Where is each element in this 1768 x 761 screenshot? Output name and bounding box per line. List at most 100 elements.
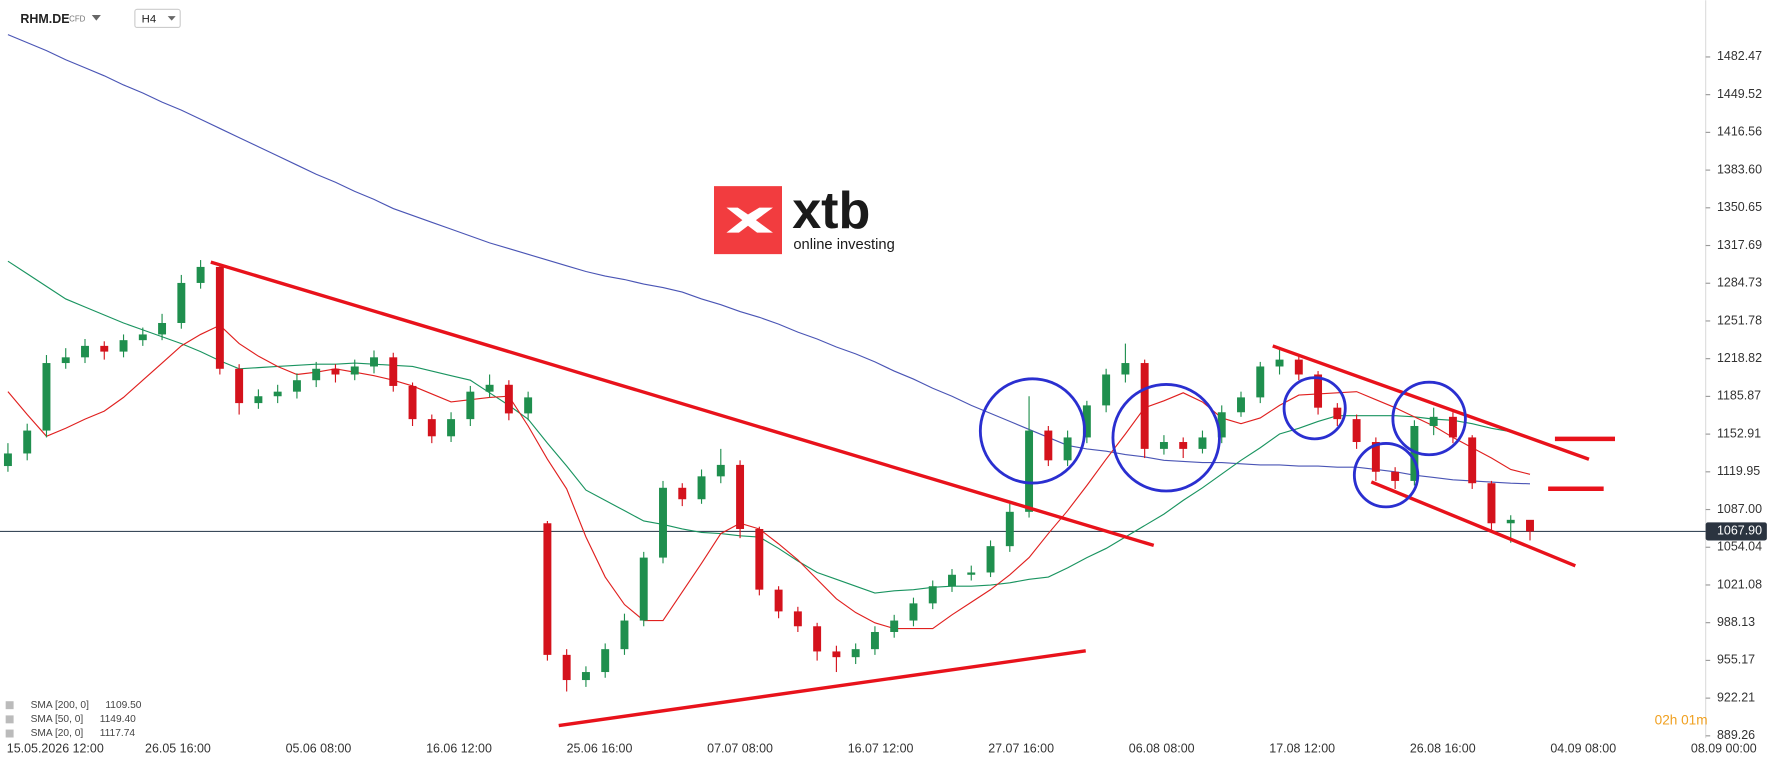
- candle-body: [832, 651, 841, 658]
- candle-body: [504, 384, 513, 414]
- candle-body: [485, 384, 494, 392]
- x-tick-label: 26.08 16:00: [1410, 742, 1476, 756]
- y-tick-label: 1021.08: [1717, 577, 1762, 591]
- candle-body: [736, 464, 745, 529]
- candle-body: [620, 620, 629, 650]
- bar-timer: 02h 01m: [1655, 713, 1708, 728]
- x-tick-label: 17.08 12:00: [1269, 742, 1335, 756]
- y-tick-label: 922.21: [1717, 690, 1755, 704]
- legend-value: 1149.40: [100, 714, 136, 725]
- logo-tagline: online investing: [793, 237, 894, 253]
- highlight-circle: [978, 377, 1087, 485]
- x-tick-label: 06.08 08:00: [1129, 742, 1195, 756]
- x-tick-label: 27.07 16:00: [988, 742, 1054, 756]
- candle-body: [1314, 374, 1323, 408]
- candle-body: [813, 626, 822, 652]
- header: RHM.DE CFD H4: [20, 8, 181, 29]
- y-tick-label: 1416.56: [1717, 125, 1762, 139]
- highlight-circle: [1111, 383, 1221, 493]
- legend-value: 1117.74: [100, 728, 136, 739]
- y-tick-label: 1087.00: [1717, 502, 1762, 516]
- y-tick-label: 1383.60: [1717, 162, 1762, 176]
- candle-body: [1044, 430, 1053, 461]
- legend-icon: [5, 701, 14, 710]
- candle-body: [177, 282, 186, 323]
- candle-body: [562, 654, 571, 681]
- logo: xtb online investing: [714, 182, 895, 255]
- highlight-circle: [1391, 380, 1467, 457]
- sma-line: [7, 260, 1531, 594]
- symbol-dropdown[interactable]: [91, 15, 101, 21]
- legend-name: SMA [50, 0]: [31, 714, 84, 725]
- candle-body: [158, 322, 167, 335]
- highlight-circle: [1282, 376, 1347, 441]
- candle-body: [273, 391, 282, 397]
- candle-body: [1256, 366, 1265, 398]
- y-tick-label: 955.17: [1717, 653, 1755, 667]
- candle-body: [1468, 437, 1477, 484]
- candle-body: [312, 368, 321, 381]
- candle-body: [1275, 359, 1284, 367]
- candle-body: [370, 357, 378, 367]
- instrument-type: CFD: [69, 15, 86, 24]
- candle-body: [1121, 363, 1130, 375]
- candle-body: [389, 357, 398, 386]
- timeframe-dropdown[interactable]: [167, 16, 176, 21]
- candle-body: [659, 487, 667, 558]
- x-tick-label: 07.07 08:00: [707, 742, 773, 756]
- highlight-circle: [1352, 441, 1420, 509]
- candle-body: [890, 620, 899, 632]
- candle-body: [1159, 442, 1168, 449]
- candle-body: [928, 586, 937, 604]
- candle-body: [697, 476, 706, 500]
- last-price-label: 1067.90: [1717, 524, 1762, 538]
- candle-body: [1391, 471, 1400, 481]
- candle-body: [524, 397, 533, 414]
- candle-body: [581, 672, 590, 681]
- legend-icon: [5, 715, 14, 724]
- candle-body: [1352, 419, 1361, 443]
- last-price-tag: [1705, 522, 1767, 541]
- y-tick-label: 1284.73: [1717, 276, 1762, 290]
- candle-body: [986, 546, 995, 573]
- candle-body: [23, 430, 32, 454]
- candle-body: [447, 419, 456, 437]
- candle-body: [235, 368, 244, 404]
- candle-body: [292, 380, 301, 392]
- candle-body: [1333, 407, 1342, 420]
- trend-line: [1272, 344, 1590, 461]
- candle-body: [678, 487, 687, 500]
- candle-body: [1179, 442, 1188, 449]
- timeframe-box[interactable]: [134, 8, 181, 29]
- candle-body: [774, 589, 783, 612]
- legend: SMA [200, 0] 1109.50 SMA [50, 0] 1149.40 SMA…: [5, 700, 142, 739]
- x-tick-label: 16.07 12:00: [848, 742, 914, 756]
- symbol[interactable]: RHM.DE: [20, 12, 69, 26]
- trend-line: [1370, 480, 1576, 568]
- candle-body: [138, 334, 147, 341]
- x-tick-label: 26.05 16:00: [145, 742, 211, 756]
- y-tick-label: 1119.95: [1717, 464, 1760, 478]
- timeframe[interactable]: H4: [142, 14, 156, 26]
- candle-body: [3, 453, 12, 467]
- candle-body: [639, 557, 648, 621]
- candle-body: [543, 523, 552, 655]
- candle-body: [1448, 416, 1457, 438]
- candle-body: [967, 572, 976, 575]
- x-tick-label: 08.09 00:00: [1691, 742, 1757, 756]
- candle-body: [350, 366, 359, 375]
- candle-body: [1198, 437, 1207, 449]
- candle-body: [1429, 416, 1438, 426]
- x-tick-label: 15.05.2026 12:00: [7, 742, 104, 756]
- candle-body: [716, 464, 725, 477]
- sma-line: [7, 324, 1531, 630]
- candle-body: [42, 363, 51, 431]
- candle-body: [909, 603, 918, 621]
- candle-body: [100, 345, 109, 352]
- y-tick-label: 1054.04: [1717, 540, 1762, 554]
- y-tick-label: 1317.69: [1717, 238, 1762, 252]
- candle-body: [1082, 405, 1091, 438]
